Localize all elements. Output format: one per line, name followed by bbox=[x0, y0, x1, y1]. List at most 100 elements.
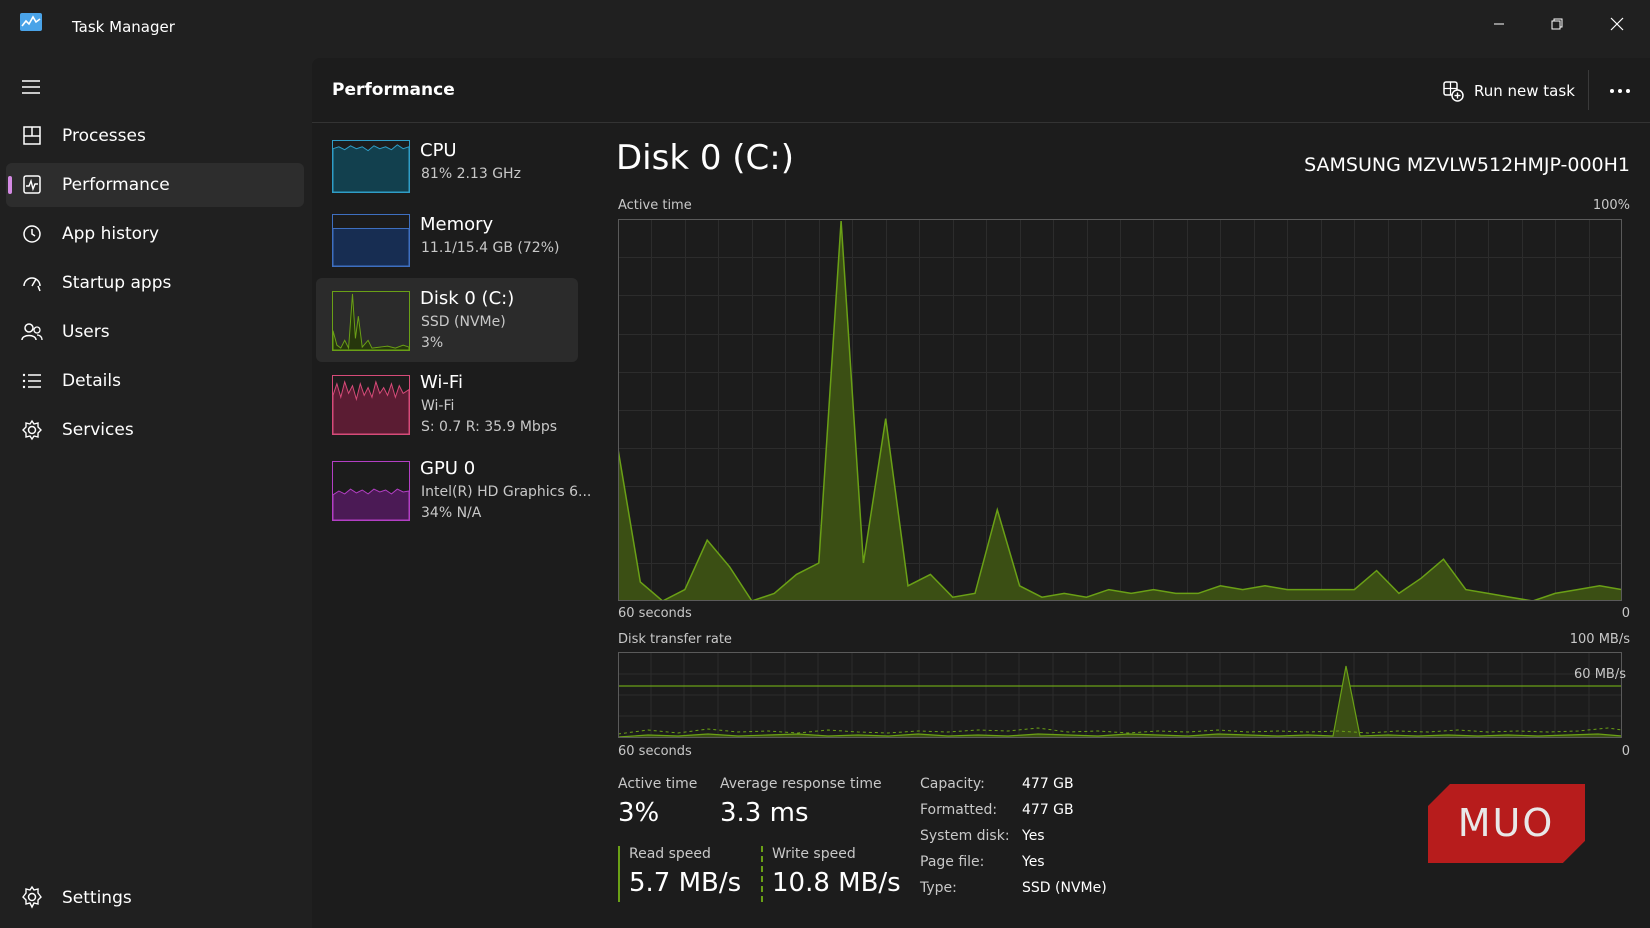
users-icon bbox=[21, 323, 43, 341]
write-speed-indicator bbox=[761, 846, 763, 902]
run-new-task-button[interactable]: Run new task bbox=[1442, 74, 1575, 108]
property-key: Type: bbox=[920, 880, 957, 896]
active-indicator bbox=[8, 176, 12, 194]
transfer-chart-label: Disk transfer rate bbox=[618, 632, 732, 647]
settings-label: Settings bbox=[62, 888, 132, 908]
details-icon bbox=[22, 373, 41, 389]
property-value: Yes bbox=[1022, 828, 1045, 844]
active-time-stat-label: Active time bbox=[618, 776, 698, 792]
device-throughput: S: 0.7 R: 35.9 Mbps bbox=[421, 419, 558, 435]
transfer-min-label: 0 bbox=[1621, 744, 1630, 759]
hamburger-menu-icon[interactable] bbox=[18, 76, 44, 98]
nav-item-app-history[interactable]: App history bbox=[6, 212, 304, 256]
startup-apps-icon bbox=[23, 277, 41, 292]
device-name: GPU 0 bbox=[420, 458, 476, 479]
device-usage: 34% N/A bbox=[421, 505, 482, 521]
gpu-thumbnail-graph bbox=[332, 461, 410, 521]
task-manager-app-icon bbox=[20, 13, 42, 31]
header-separator bbox=[1588, 70, 1589, 110]
property-value: 477 GB bbox=[1022, 776, 1074, 792]
device-name: CPU bbox=[420, 140, 457, 161]
transfer-max-label: 100 MB/s bbox=[1569, 632, 1630, 647]
device-name: Memory bbox=[420, 214, 494, 235]
restore-icon bbox=[1551, 18, 1563, 30]
device-item-disk-0[interactable]: Disk 0 (C:) SSD (NVMe) 3% bbox=[316, 278, 578, 362]
device-name: Disk 0 (C:) bbox=[420, 288, 515, 309]
memory-thumbnail-graph bbox=[332, 214, 410, 267]
active-time-chart-grid bbox=[618, 219, 1622, 601]
transfer-rate-chart bbox=[618, 652, 1622, 738]
nav-item-label: Services bbox=[62, 420, 134, 440]
nav-item-details[interactable]: Details bbox=[6, 359, 304, 403]
disk-model: SAMSUNG MZVLW512HMJP-000H1 bbox=[1304, 154, 1630, 176]
close-button[interactable] bbox=[1594, 8, 1640, 40]
settings-gear-icon bbox=[22, 885, 42, 909]
device-detail: 81% 2.13 GHz bbox=[421, 166, 521, 182]
wifi-thumbnail-graph bbox=[332, 375, 410, 435]
read-speed-indicator bbox=[618, 846, 620, 902]
device-detail: Intel(R) HD Graphics 6... bbox=[421, 484, 592, 500]
nav-item-startup-apps[interactable]: Startup apps bbox=[6, 261, 304, 305]
nav-item-label: Users bbox=[62, 322, 110, 342]
device-item-gpu-0[interactable]: GPU 0 Intel(R) HD Graphics 6... 34% N/A bbox=[316, 450, 591, 534]
close-icon bbox=[1610, 17, 1624, 31]
minimize-icon bbox=[1494, 23, 1504, 25]
property-value: 477 GB bbox=[1022, 802, 1074, 818]
transfer-chart-border bbox=[618, 652, 1622, 738]
services-icon bbox=[22, 419, 42, 441]
app-history-icon bbox=[23, 225, 41, 243]
nav-item-processes[interactable]: Processes bbox=[6, 114, 304, 158]
more-options-icon bbox=[1610, 89, 1630, 93]
device-item-memory[interactable]: Memory 11.1/15.4 GB (72%) bbox=[316, 206, 578, 278]
read-rate-series bbox=[618, 665, 1622, 738]
device-detail: 11.1/15.4 GB (72%) bbox=[421, 240, 560, 256]
disk-title: Disk 0 (C:) bbox=[616, 138, 795, 178]
property-key: System disk: bbox=[920, 828, 1010, 844]
active-time-stat-value: 3% bbox=[618, 798, 660, 828]
performance-header: Performance Run new task bbox=[312, 58, 1650, 123]
active-time-min-label: 0 bbox=[1621, 606, 1630, 621]
transfer-chart-grid bbox=[618, 652, 1622, 738]
read-speed-value: 5.7 MB/s bbox=[629, 868, 742, 898]
nav-item-label: Startup apps bbox=[62, 273, 172, 293]
restore-button[interactable] bbox=[1534, 8, 1580, 40]
minimize-button[interactable] bbox=[1476, 8, 1522, 40]
active-time-chart-label: Active time bbox=[618, 198, 692, 213]
transfer-window-label: 60 seconds bbox=[618, 744, 692, 759]
performance-content: Performance Run new task CPU 81% 2.13 GH… bbox=[312, 58, 1650, 928]
more-options-button[interactable] bbox=[1602, 76, 1638, 106]
property-value: Yes bbox=[1022, 854, 1045, 870]
device-detail: Wi-Fi bbox=[421, 398, 455, 414]
write-speed-value: 10.8 MB/s bbox=[772, 868, 901, 898]
cpu-thumbnail-graph bbox=[332, 140, 410, 193]
nav-item-users[interactable]: Users bbox=[6, 310, 304, 354]
nav-item-performance[interactable]: Performance bbox=[6, 163, 304, 207]
run-new-task-label: Run new task bbox=[1474, 82, 1575, 100]
device-item-wifi[interactable]: Wi-Fi Wi-Fi S: 0.7 R: 35.9 Mbps bbox=[316, 364, 578, 448]
navigation-pane: Processes Performance App history Startu… bbox=[0, 56, 312, 928]
active-time-chart bbox=[618, 219, 1622, 601]
read-speed-label: Read speed bbox=[629, 846, 711, 862]
nav-item-settings[interactable]: Settings bbox=[6, 876, 304, 920]
write-rate-series bbox=[618, 727, 1622, 735]
write-speed-label: Write speed bbox=[772, 846, 856, 862]
device-detail: SSD (NVMe) bbox=[421, 314, 506, 330]
nav-item-label: Performance bbox=[62, 175, 170, 195]
avg-response-stat-label: Average response time bbox=[720, 776, 882, 792]
nav-item-services[interactable]: Services bbox=[6, 408, 304, 452]
device-usage: 3% bbox=[421, 335, 444, 351]
processes-icon bbox=[23, 126, 41, 145]
disk-thumbnail-graph bbox=[332, 291, 410, 351]
window-title: Task Manager bbox=[72, 18, 175, 36]
run-new-task-icon bbox=[1443, 81, 1464, 102]
active-time-max-label: 100% bbox=[1592, 198, 1630, 213]
watermark-text: MUO bbox=[1458, 801, 1555, 845]
property-key: Page file: bbox=[920, 854, 985, 870]
nav-item-label: App history bbox=[62, 224, 160, 244]
property-key: Capacity: bbox=[920, 776, 985, 792]
avg-response-stat-value: 3.3 ms bbox=[720, 798, 809, 828]
device-item-cpu[interactable]: CPU 81% 2.13 GHz bbox=[316, 132, 578, 204]
title-bar: Task Manager bbox=[0, 0, 1650, 56]
performance-icon bbox=[23, 175, 41, 194]
active-time-chart-border bbox=[618, 219, 1622, 601]
